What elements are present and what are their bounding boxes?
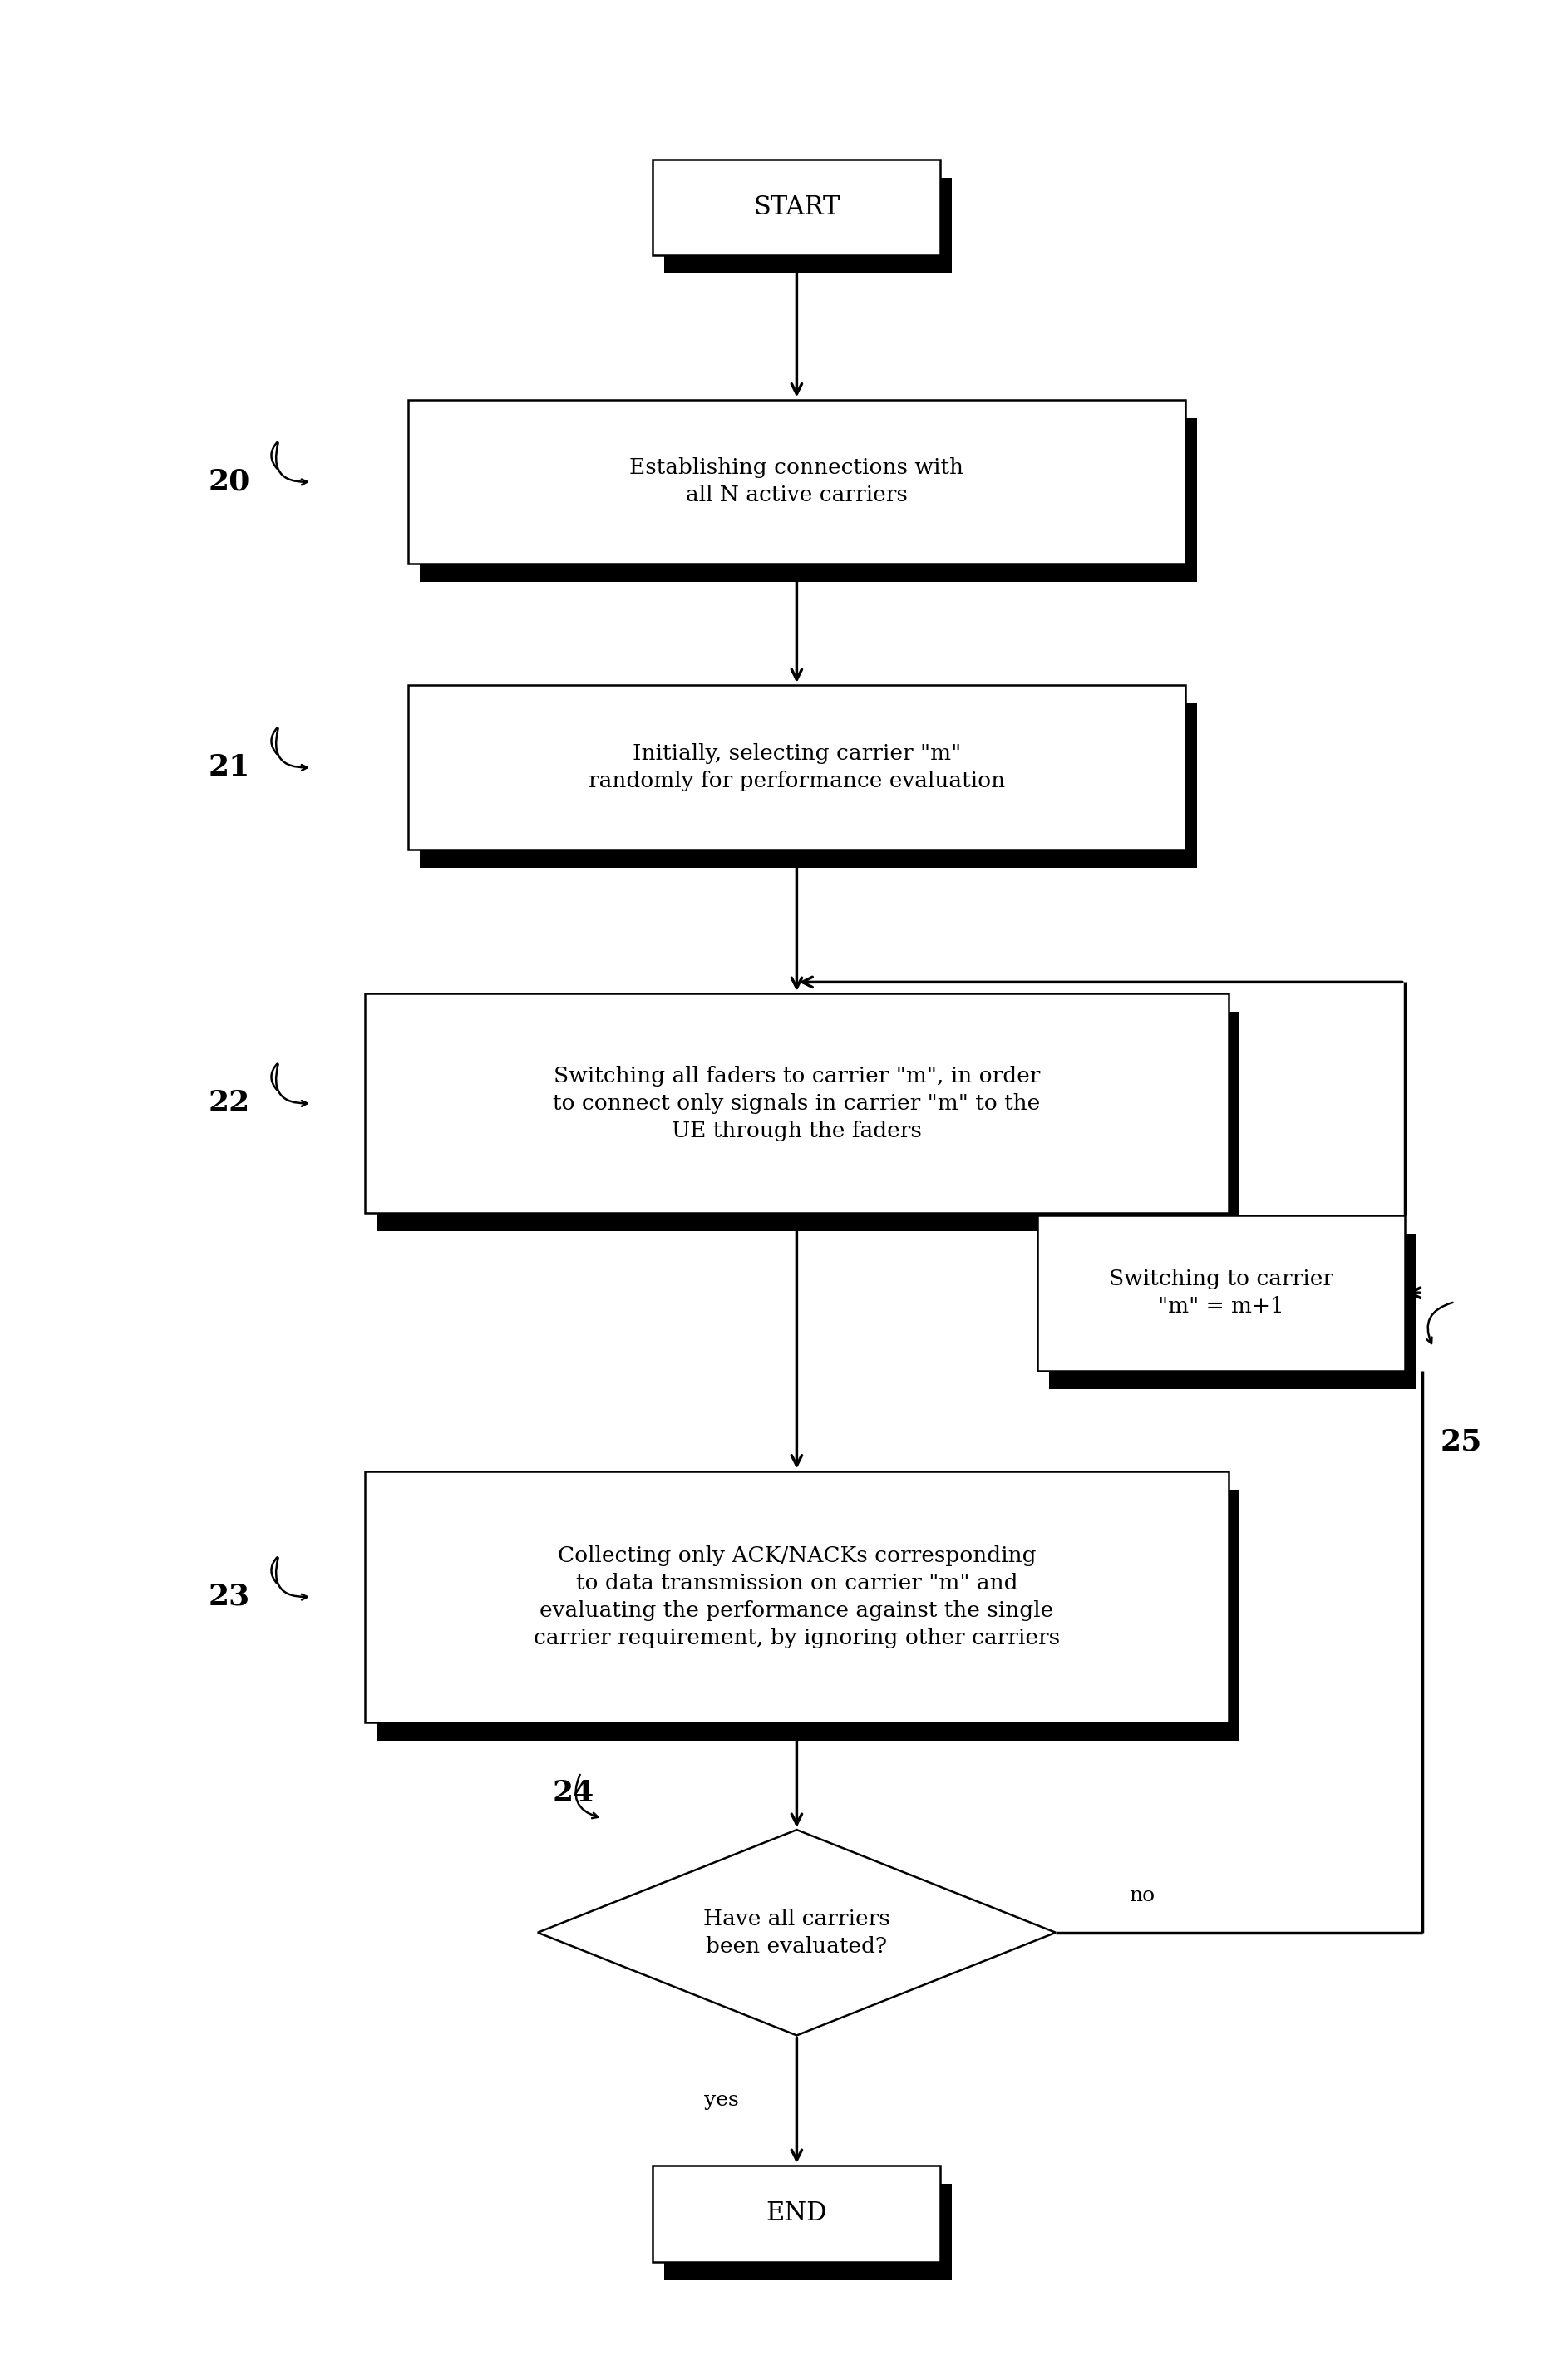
- FancyBboxPatch shape: [376, 1012, 1239, 1230]
- Text: Initially, selecting carrier "m"
randomly for performance evaluation: Initially, selecting carrier "m" randoml…: [588, 743, 1006, 793]
- Text: 21: 21: [209, 752, 251, 781]
- Text: yes: yes: [704, 2092, 739, 2111]
- FancyBboxPatch shape: [419, 704, 1197, 869]
- Text: 20: 20: [209, 466, 251, 495]
- Text: 25: 25: [1440, 1428, 1482, 1457]
- Text: 23: 23: [209, 1583, 251, 1611]
- FancyBboxPatch shape: [1049, 1233, 1416, 1390]
- FancyBboxPatch shape: [1038, 1216, 1405, 1371]
- FancyBboxPatch shape: [376, 1490, 1239, 1740]
- FancyBboxPatch shape: [365, 1471, 1228, 1723]
- FancyBboxPatch shape: [419, 419, 1197, 583]
- FancyBboxPatch shape: [365, 992, 1228, 1214]
- Text: Collecting only ACK/NACKs corresponding
to data transmission on carrier "m" and
: Collecting only ACK/NACKs corresponding …: [534, 1545, 1060, 1649]
- Text: Switching all faders to carrier "m", in order
to connect only signals in carrier: Switching all faders to carrier "m", in …: [552, 1066, 1041, 1140]
- Text: END: END: [766, 2202, 828, 2225]
- FancyBboxPatch shape: [408, 685, 1185, 850]
- Text: START: START: [753, 195, 840, 221]
- Text: no: no: [1129, 1885, 1156, 1904]
- Text: Establishing connections with
all N active carriers: Establishing connections with all N acti…: [630, 457, 964, 507]
- FancyBboxPatch shape: [664, 2185, 951, 2280]
- FancyBboxPatch shape: [653, 2166, 941, 2261]
- Text: Switching to carrier
"m" = m+1: Switching to carrier "m" = m+1: [1109, 1269, 1334, 1316]
- Text: Have all carriers
been evaluated?: Have all carriers been evaluated?: [704, 1909, 890, 1956]
- FancyBboxPatch shape: [664, 178, 951, 274]
- Polygon shape: [538, 1830, 1055, 2035]
- Text: 24: 24: [552, 1778, 594, 1806]
- Text: 22: 22: [209, 1090, 251, 1116]
- FancyBboxPatch shape: [653, 159, 941, 255]
- FancyBboxPatch shape: [408, 400, 1185, 564]
